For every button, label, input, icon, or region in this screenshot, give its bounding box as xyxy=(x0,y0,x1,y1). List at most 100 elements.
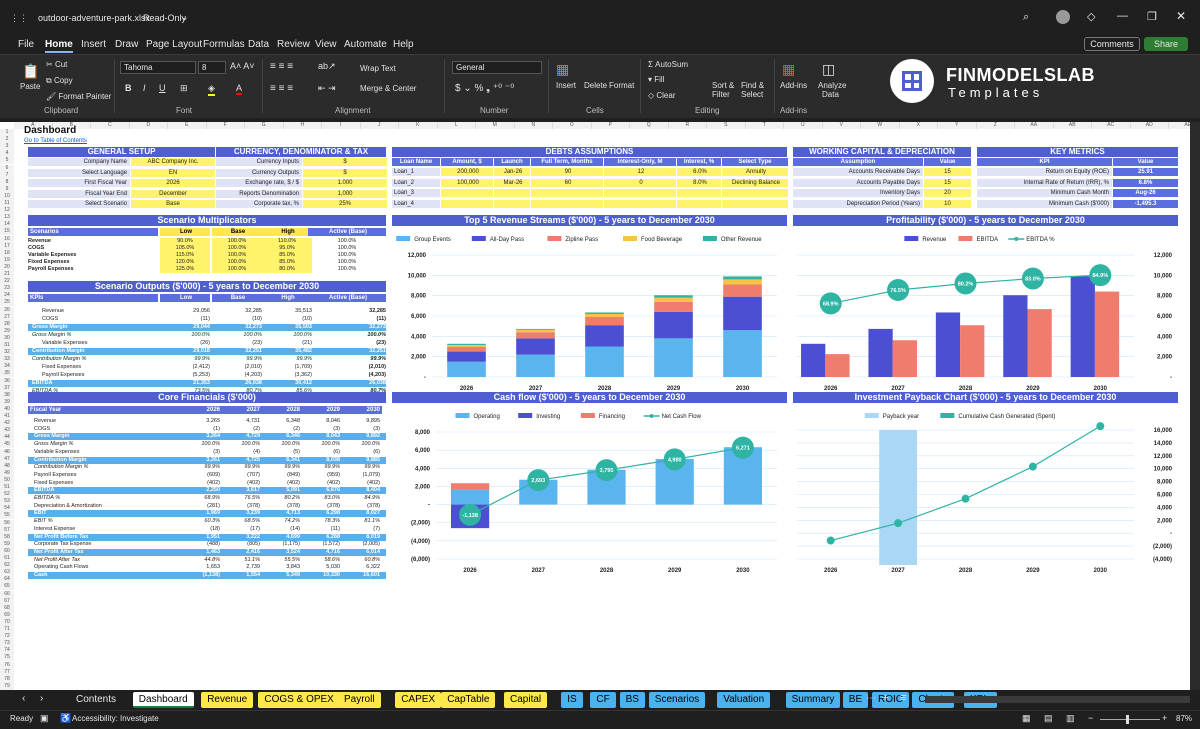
row-header[interactable]: 8 xyxy=(0,178,14,186)
row-header[interactable]: 36 xyxy=(0,377,14,385)
sheet-tab[interactable]: Dashboard xyxy=(132,692,194,708)
multipliers-cell[interactable]: 100.0% xyxy=(212,245,262,252)
column-header[interactable]: T xyxy=(745,122,784,129)
column-header[interactable]: X xyxy=(899,122,938,129)
wc-value[interactable]: 15 xyxy=(924,178,971,187)
column-header[interactable]: H xyxy=(283,122,322,129)
sheet-tab[interactable]: Payroll xyxy=(338,692,381,708)
insert-button[interactable]: Insert xyxy=(556,81,577,90)
row-header[interactable]: 34 xyxy=(0,363,14,371)
prev-sheet-icon[interactable]: ‹ xyxy=(22,693,26,704)
row-header[interactable]: 48 xyxy=(0,462,14,470)
row-header[interactable]: 4 xyxy=(0,150,14,158)
menu-review[interactable]: Review xyxy=(277,39,310,50)
row-header[interactable]: 26 xyxy=(0,306,14,314)
multipliers-cell[interactable]: 120.0% xyxy=(160,259,210,266)
row-header[interactable]: 74 xyxy=(0,647,14,655)
menu-file[interactable]: File xyxy=(18,39,35,50)
debts-cell[interactable]: 0 xyxy=(604,178,676,187)
debts-cell[interactable] xyxy=(494,189,530,197)
row-header[interactable]: 65 xyxy=(0,583,14,591)
orientation-icon[interactable]: ab↗ xyxy=(318,61,336,71)
cut-button[interactable]: ✂ Cut xyxy=(46,60,68,69)
row-header[interactable]: 19 xyxy=(0,256,14,264)
debts-cell[interactable] xyxy=(722,189,788,197)
setup-value[interactable]: 25% xyxy=(303,200,387,208)
clear-button[interactable]: ◇ Clear xyxy=(648,91,676,100)
wc-value[interactable]: 15 xyxy=(924,168,971,176)
row-header[interactable]: 49 xyxy=(0,469,14,477)
sheet-tab[interactable]: Scenarios xyxy=(648,692,706,708)
debts-cell[interactable]: 60 xyxy=(531,178,603,187)
column-header[interactable]: S xyxy=(707,122,746,129)
align-left-icon[interactable]: ≡ ≡ ≡ xyxy=(270,83,294,94)
row-header[interactable]: 32 xyxy=(0,349,14,357)
debts-cell[interactable]: 6.0% xyxy=(677,168,721,176)
setup-value[interactable]: EN xyxy=(131,168,215,177)
menu-automate[interactable]: Automate xyxy=(344,39,387,50)
currency-format-icon[interactable]: $ ⌄ % ❟ ⁺⁰ ⁻⁰ xyxy=(455,83,515,94)
debts-cell[interactable] xyxy=(677,189,721,197)
underline-icon[interactable]: U xyxy=(159,83,166,93)
row-header[interactable]: 59 xyxy=(0,540,14,548)
column-header[interactable]: N xyxy=(514,122,553,129)
multipliers-cell[interactable]: 90.0% xyxy=(160,238,210,245)
comments-button[interactable]: Comments xyxy=(1084,37,1140,51)
sheet-tab[interactable]: ROIC xyxy=(872,692,909,708)
minimize-icon[interactable]: — xyxy=(1117,10,1128,22)
setup-value[interactable]: 1,000 xyxy=(303,189,387,198)
page-layout-icon[interactable]: ▤ xyxy=(1044,713,1053,723)
app-menu-icon[interactable]: ⋮⋮ xyxy=(10,13,28,23)
multipliers-cell[interactable]: 100.0% xyxy=(212,266,262,273)
row-header[interactable]: 55 xyxy=(0,512,14,520)
row-header[interactable]: 68 xyxy=(0,604,14,612)
diamond-icon[interactable]: ◇ xyxy=(1087,11,1096,23)
row-header[interactable]: 69 xyxy=(0,611,14,619)
column-header[interactable]: D xyxy=(129,122,168,129)
sheet-tab[interactable]: Capital xyxy=(504,692,548,708)
row-header[interactable]: 72 xyxy=(0,633,14,641)
setup-value[interactable]: 2026 xyxy=(131,179,215,187)
row-header[interactable]: 37 xyxy=(0,384,14,392)
column-header[interactable]: C xyxy=(91,122,130,129)
autosum-button[interactable]: Σ AutoSum xyxy=(648,60,689,69)
add-sheet-icon[interactable]: + xyxy=(882,692,889,704)
row-header[interactable]: 67 xyxy=(0,597,14,605)
row-header[interactable]: 5 xyxy=(0,157,14,165)
setup-value[interactable]: Base xyxy=(131,200,215,208)
sheet-tab[interactable]: Summary xyxy=(785,692,841,708)
column-header[interactable]: J xyxy=(360,122,399,129)
menu-help[interactable]: Help xyxy=(393,39,414,50)
row-header[interactable]: 77 xyxy=(0,668,14,676)
add-ins-icon[interactable]: ▦ xyxy=(782,61,796,77)
row-header[interactable]: 79 xyxy=(0,682,14,690)
normal-view-icon[interactable]: ▦ xyxy=(1022,713,1031,723)
column-header[interactable]: E xyxy=(168,122,207,129)
row-header[interactable]: 38 xyxy=(0,391,14,399)
find-select-button[interactable]: Find & xyxy=(741,81,765,90)
debts-cell[interactable] xyxy=(441,199,493,208)
row-header[interactable]: 21 xyxy=(0,271,14,278)
debts-cell[interactable]: Mar-26 xyxy=(494,178,530,187)
analyze-data-button[interactable]: Analyze xyxy=(818,81,847,90)
menu-home[interactable]: Home xyxy=(45,39,73,53)
search-icon[interactable]: ⌕ xyxy=(1023,11,1030,23)
wc-value[interactable]: 10 xyxy=(924,199,971,208)
row-header[interactable]: 23 xyxy=(0,285,14,293)
row-header[interactable]: 62 xyxy=(0,562,14,570)
toc-link[interactable]: Go to Table of Contents xyxy=(24,138,87,144)
row-header[interactable]: 51 xyxy=(0,484,14,491)
row-header[interactable]: 25 xyxy=(0,299,14,307)
menu-insert[interactable]: Insert xyxy=(81,39,107,50)
row-header[interactable]: 22 xyxy=(0,278,14,286)
wc-value[interactable]: 20 xyxy=(924,189,971,197)
column-header[interactable]: AC xyxy=(1092,122,1131,129)
indent-icon[interactable]: ⇤ ⇥ xyxy=(318,83,336,93)
setup-value[interactable]: ABC Company Inc. xyxy=(131,158,215,166)
row-header[interactable]: 44 xyxy=(0,434,14,442)
zoom-slider[interactable] xyxy=(1100,719,1160,720)
column-header[interactable]: O xyxy=(553,122,592,129)
column-header[interactable]: G xyxy=(245,122,284,129)
font-color-icon[interactable]: A xyxy=(236,83,243,95)
column-header[interactable]: K xyxy=(399,122,438,129)
